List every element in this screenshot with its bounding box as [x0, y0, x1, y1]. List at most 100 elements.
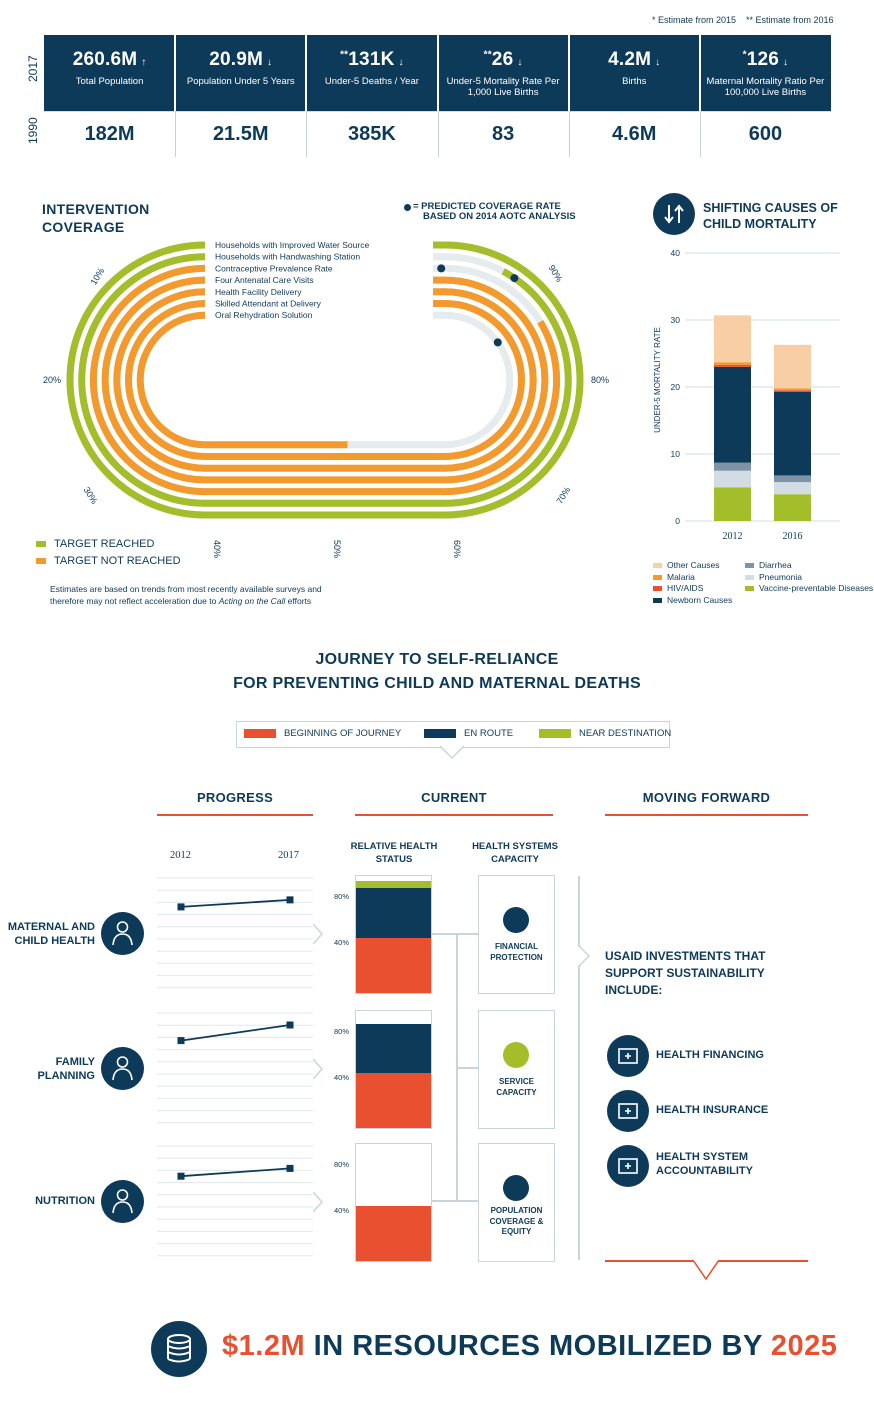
capacity-label: SERVICE CAPACITY — [496, 1077, 537, 1097]
mortality-bar-segment — [714, 315, 751, 363]
coins-icon — [151, 1321, 207, 1377]
stat-label: Under-5 Deaths / Year — [324, 76, 419, 87]
journey-legend-label: EN ROUTE — [464, 728, 514, 739]
stat-cell-1990: 182M — [44, 111, 176, 158]
connector-1 — [431, 933, 456, 935]
mortality-legend-item: Other Causes — [653, 560, 719, 570]
footnote-2015: * Estimate from 2015 — [652, 15, 737, 25]
stat-value: 20.9M ↓ — [209, 49, 273, 70]
status-tick-80: 80% — [334, 1027, 350, 1036]
mortality-legend-item: Newborn Causes — [653, 595, 732, 605]
legend-label: Diarrhea — [759, 560, 792, 570]
capacity-label: POPULATION COVERAGE & EQUITY — [489, 1206, 544, 1236]
legend-label: HIV/AIDS — [667, 583, 704, 593]
progress-line — [180, 898, 291, 908]
track-progress — [113, 288, 537, 472]
stat-cell-2017: **131K ↓ Under-5 Deaths / Year — [306, 35, 438, 111]
progress-chart — [157, 1012, 313, 1124]
predicted-coverage-dot — [437, 264, 446, 273]
forward-underline — [605, 814, 808, 816]
mortality-bar-segment — [714, 362, 751, 365]
mortality-y-tick: 0 — [675, 516, 680, 526]
status-tick-40: 40% — [334, 1206, 350, 1215]
mortality-y-tick: 10 — [671, 449, 681, 459]
resources-amount: $1.2M — [222, 1330, 306, 1362]
capacity-label: FINANCIAL PROTECTION — [490, 942, 543, 962]
mortality-x-tick: 2016 — [783, 531, 803, 542]
connector-3 — [431, 1200, 478, 1202]
investments-heading: USAID INVESTMENTS THAT SUPPORT SUSTAINAB… — [605, 949, 766, 997]
stat-separator — [568, 111, 570, 157]
mortality-y-label: UNDER-5 MORTALITY RATE — [653, 327, 662, 433]
resources-year: 2025 — [770, 1330, 838, 1362]
coverage-tick-60: 60% — [452, 540, 462, 558]
stat-cell-1990: 83 — [437, 111, 569, 158]
mortality-bar-segment — [774, 494, 811, 521]
progress-line — [180, 1167, 291, 1178]
legend-label: Vaccine-preventable Diseases — [759, 583, 874, 593]
status-tick-80: 80% — [334, 892, 350, 901]
stat-cell-1990: 21.5M — [175, 111, 307, 158]
mortality-y-tick: 40 — [671, 248, 681, 258]
health-capacity-box: POPULATION COVERAGE & EQUITY — [478, 1143, 555, 1262]
health-status-segment — [356, 887, 431, 939]
arrow-down-icon: ↓ — [517, 57, 523, 68]
current-underline — [355, 814, 553, 816]
progress-chart — [157, 1145, 313, 1257]
mortality-legend-item: Vaccine-preventable Diseases — [745, 583, 873, 593]
coverage-title: INTERVENTION COVERAGE — [42, 200, 150, 236]
row-label: NUTRITION — [35, 1195, 95, 1207]
mortality-y-tick: 20 — [671, 382, 681, 392]
col-progress-head: PROGRESS — [196, 790, 274, 805]
stat-cell-1990: 600 — [699, 111, 831, 158]
track-label: Skilled Attendant at Delivery — [215, 299, 322, 309]
legend-swatch — [745, 563, 754, 569]
row-pointer — [313, 1059, 324, 1079]
stat-cell-2017: 20.9M ↓ Population Under 5 Years — [175, 35, 307, 111]
investment-label: HEALTH SYSTEM ACCOUNTABILITY — [656, 1151, 753, 1177]
journey-legend-swatch — [539, 728, 571, 738]
stat-separator — [305, 35, 308, 157]
track-progress — [136, 311, 514, 449]
journey-legend-item: NEAR DESTINATION — [539, 728, 671, 739]
track-progress — [66, 241, 584, 519]
resources-text: IN RESOURCES MOBILIZED BY — [305, 1330, 771, 1362]
track-label: Oral Rehydration Solution — [215, 310, 313, 320]
shifting-arrows-icon — [653, 193, 695, 235]
coverage-note: Estimates are based on trends from most … — [50, 584, 322, 606]
track-progress — [89, 264, 561, 496]
progress-point-start — [177, 1037, 185, 1045]
health-status-box — [355, 1143, 432, 1262]
stat-separator — [437, 111, 439, 157]
mortality-y-tick: 30 — [671, 315, 681, 325]
capacity-status-dot — [503, 1175, 529, 1201]
magnifier-icon — [607, 1145, 649, 1187]
stat-value: **131K ↓ — [340, 49, 404, 70]
stat-cell-2017: *126 ↓ Maternal Mortality Ratio Per 100,00… — [699, 35, 831, 111]
coverage-tick-30: 30% — [82, 485, 100, 506]
coverage-tick-80: 80% — [591, 375, 609, 385]
stat-value: 260.6M ↑ — [72, 49, 147, 70]
mortality-chart-title: SHIFTING CAUSES OF CHILD MORTALITY — [703, 201, 838, 231]
progress-point-end — [286, 1164, 294, 1172]
progress-chart — [157, 877, 313, 989]
progress-box — [157, 1143, 313, 1260]
track-label: Households with Handwashing Station — [215, 252, 360, 262]
insurance-card-icon — [607, 1090, 649, 1132]
stat-cell-2017: **26 ↓ Under-5 Mortality Rate Per 1,000 Li… — [437, 35, 569, 111]
health-capacity-box: FINANCIAL PROTECTION — [478, 875, 555, 994]
legend-label: Pneumonia — [759, 571, 803, 582]
track-progress — [78, 253, 572, 507]
mortality-bar-chart: 0 10 20 30 40 UNDER-5 MORTALITY RATE 2012 2016 — [653, 248, 840, 542]
health-status-segment — [356, 1024, 431, 1074]
forward-pointer — [578, 945, 591, 967]
mortality-legend-item: HIV/AIDS — [653, 583, 703, 593]
row-label: MATERNAL AND CHILD HEALTH — [7, 921, 95, 947]
label-mask — [205, 239, 433, 325]
track-progress-wrap — [125, 300, 525, 460]
mortality-bar-segment — [714, 366, 751, 463]
stat-prefix: ** — [340, 49, 349, 61]
mother-child-icon — [101, 912, 144, 955]
journey-legend-swatch — [424, 728, 456, 738]
coverage-tick-40: 40% — [212, 540, 222, 558]
